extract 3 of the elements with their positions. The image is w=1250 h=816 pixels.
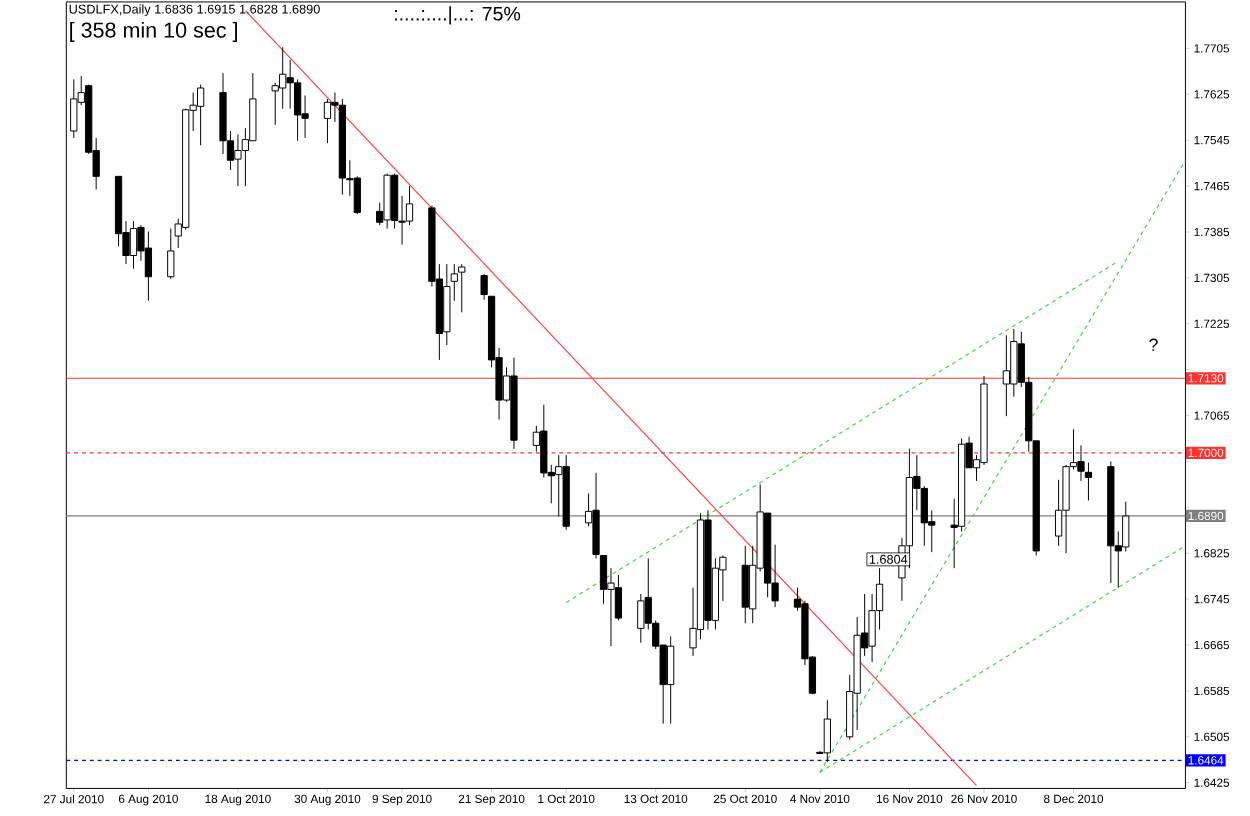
annotation: ? [1149,338,1158,351]
annotation: [ 358 min 10 sec ] [70,21,237,43]
annotation: :....:....|...: 75% [394,6,521,25]
